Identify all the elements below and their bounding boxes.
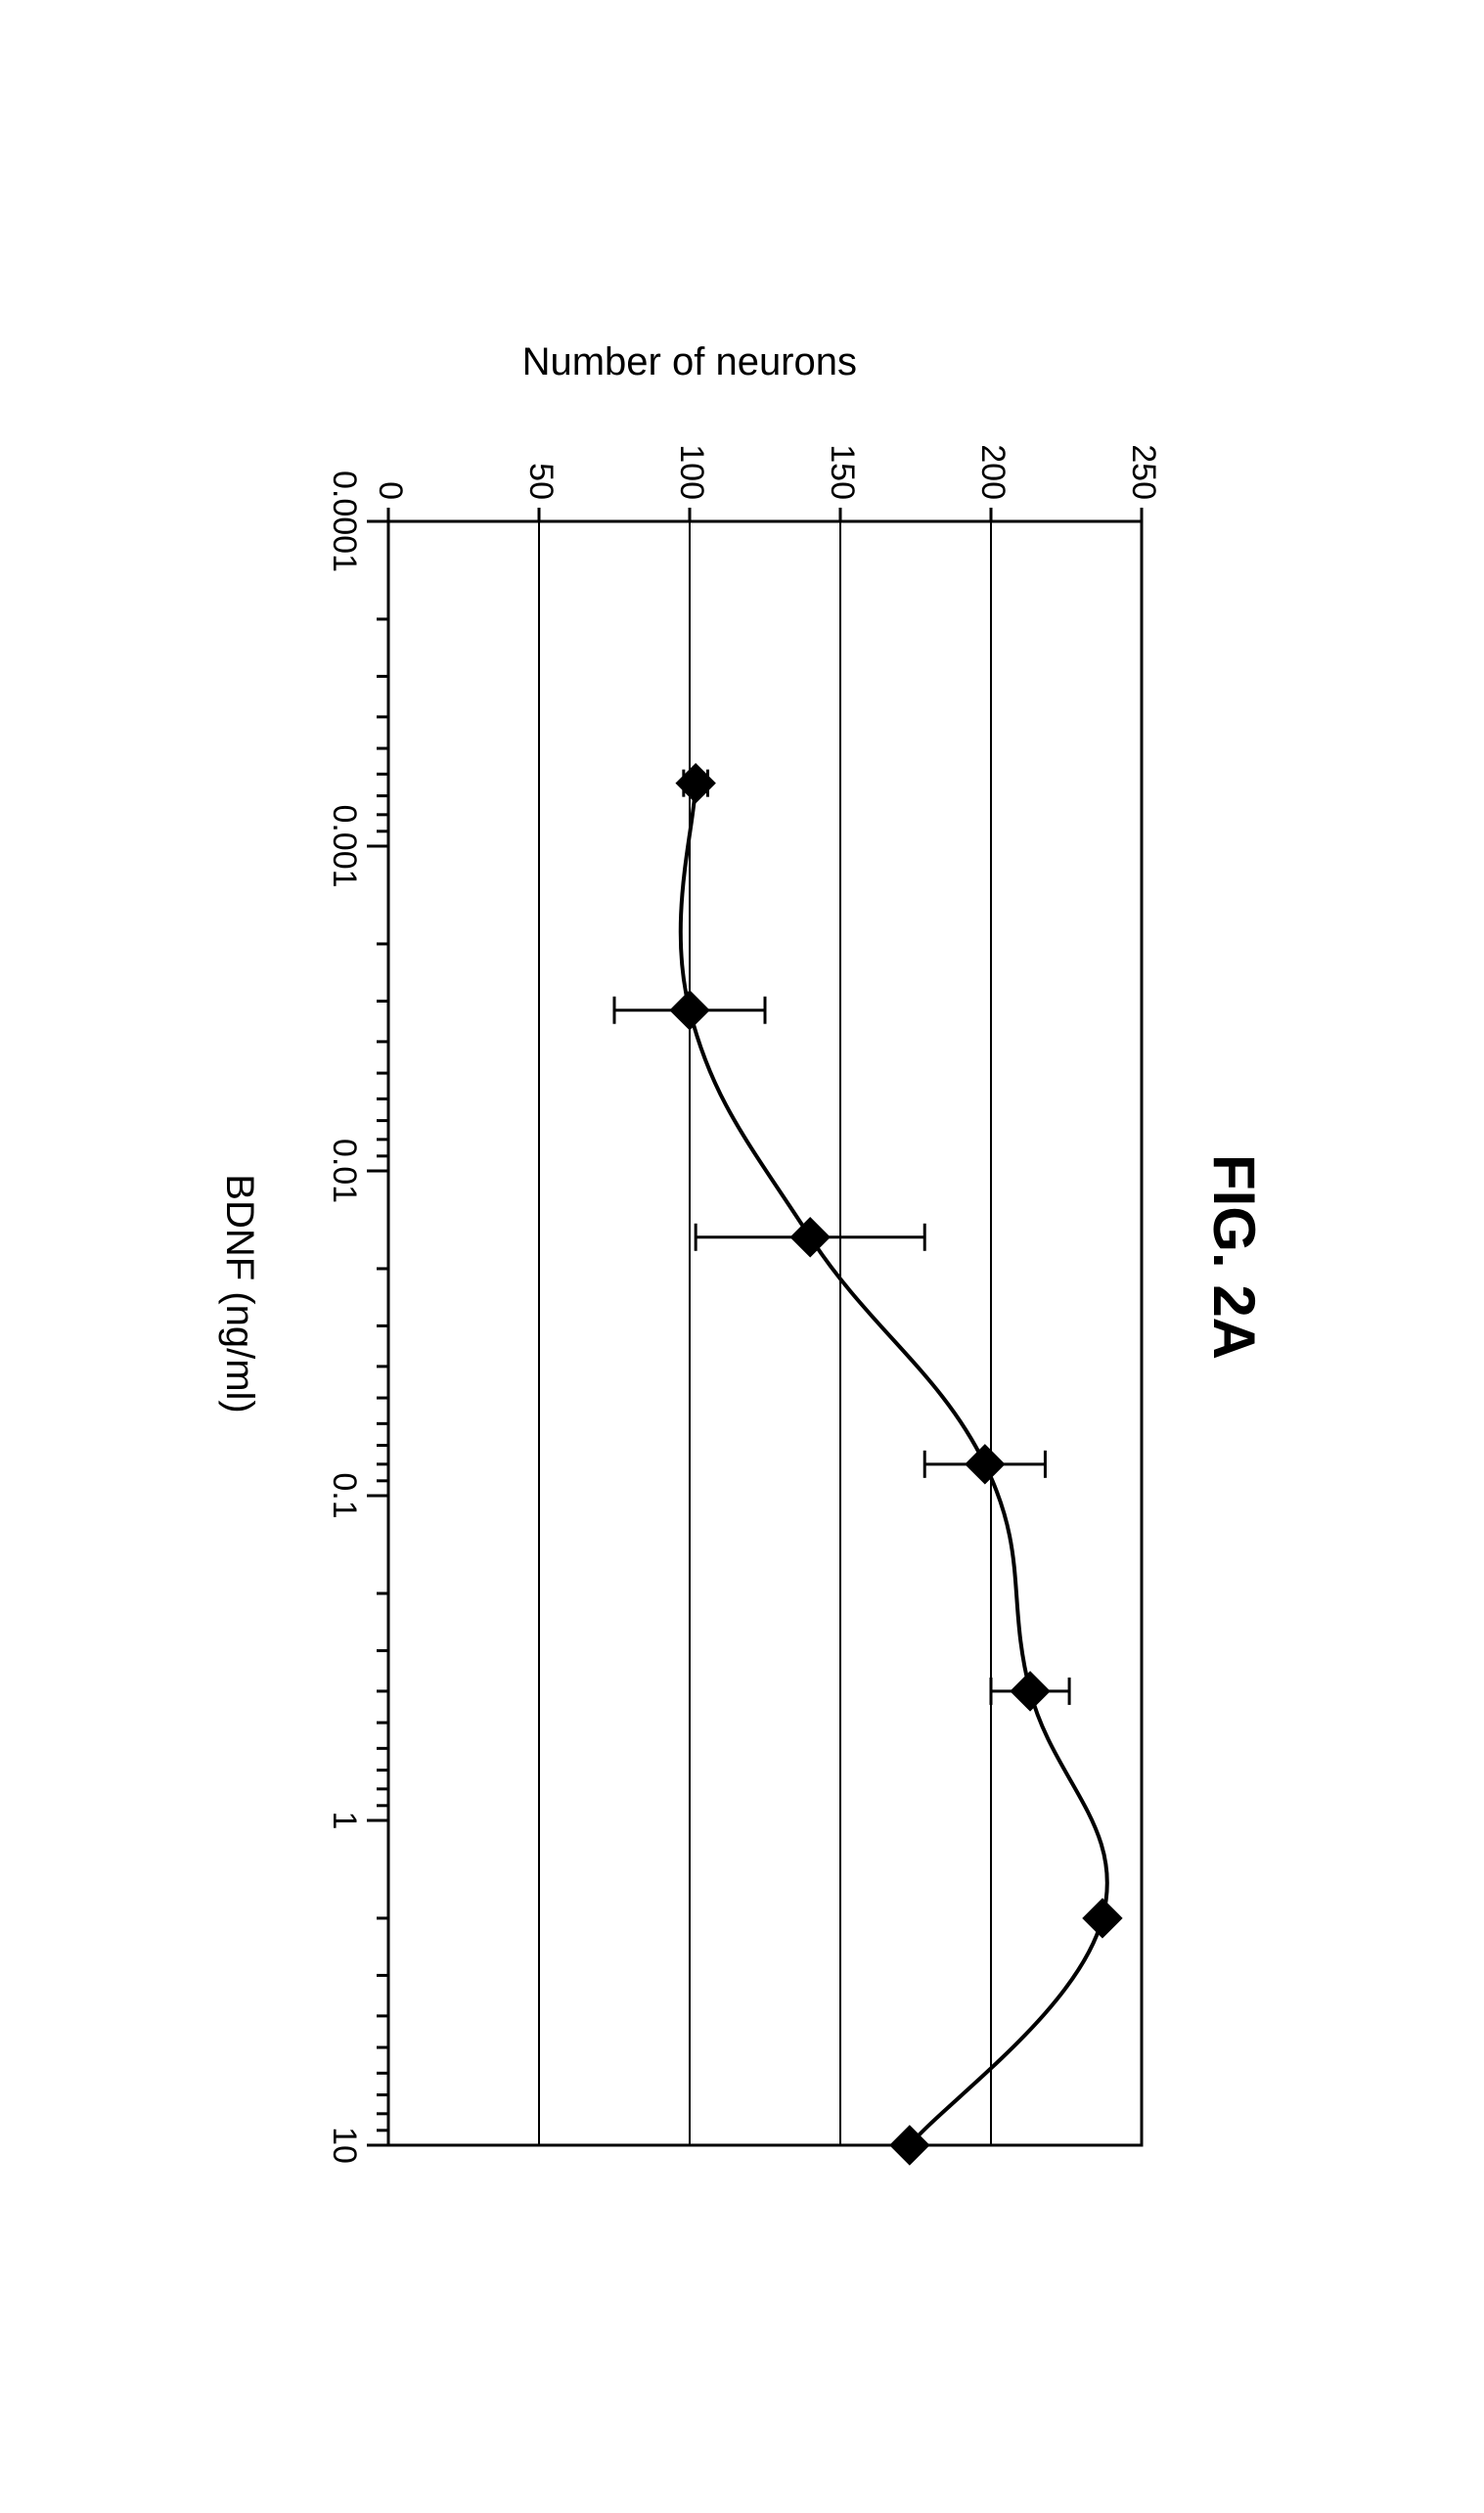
figure-container: FIG. 2A Number of neurons 0 50 100 150 200 25… [217, 181, 1268, 2333]
data-marker [670, 990, 709, 1029]
chart-and-xlabel: 0 50 100 150 200 250 0.0001 0.001 0.01 0.1 1 10 BDN… [217, 413, 1161, 2174]
y-tick-label: 250 [1125, 443, 1161, 499]
x-tick-label: 0.0001 [326, 470, 363, 571]
y-tick-label: 200 [974, 443, 1012, 499]
x-tick-label: 10 [326, 2126, 363, 2163]
data-marker [1011, 1671, 1050, 1710]
data-marker [965, 1444, 1004, 1483]
y-tick-label: 150 [824, 443, 861, 499]
x-tick-label: 1 [326, 1811, 363, 1829]
dose-response-chart: 0 50 100 150 200 250 0.0001 0.001 0.01 0.1 1 10 [281, 413, 1161, 2174]
data-marker [790, 1217, 830, 1256]
y-tick-label: 100 [673, 443, 710, 499]
x-tick-label: 0.01 [326, 1138, 363, 1202]
x-tick-label: 0.1 [326, 1471, 363, 1517]
chart-row: Number of neurons 0501001502002500.00010… [217, 339, 1161, 2174]
x-axis-label: BDNF (ng/ml) [217, 413, 261, 2174]
page: FIG. 2A Number of neurons 0 50 100 150 200 25… [0, 0, 1484, 2513]
plot-border [388, 520, 1142, 2144]
x-tick-label: 0.001 [326, 803, 363, 886]
figure-title: FIG. 2A [1200, 1153, 1268, 1359]
y-tick-label: 50 [522, 462, 560, 499]
y-tick-label: 0 [372, 480, 409, 499]
data-marker [1082, 1898, 1121, 1937]
rotated-container: FIG. 2A Number of neurons 0 50 100 150 200 25… [217, 181, 1268, 2333]
y-axis-label: Number of neurons [521, 339, 856, 383]
